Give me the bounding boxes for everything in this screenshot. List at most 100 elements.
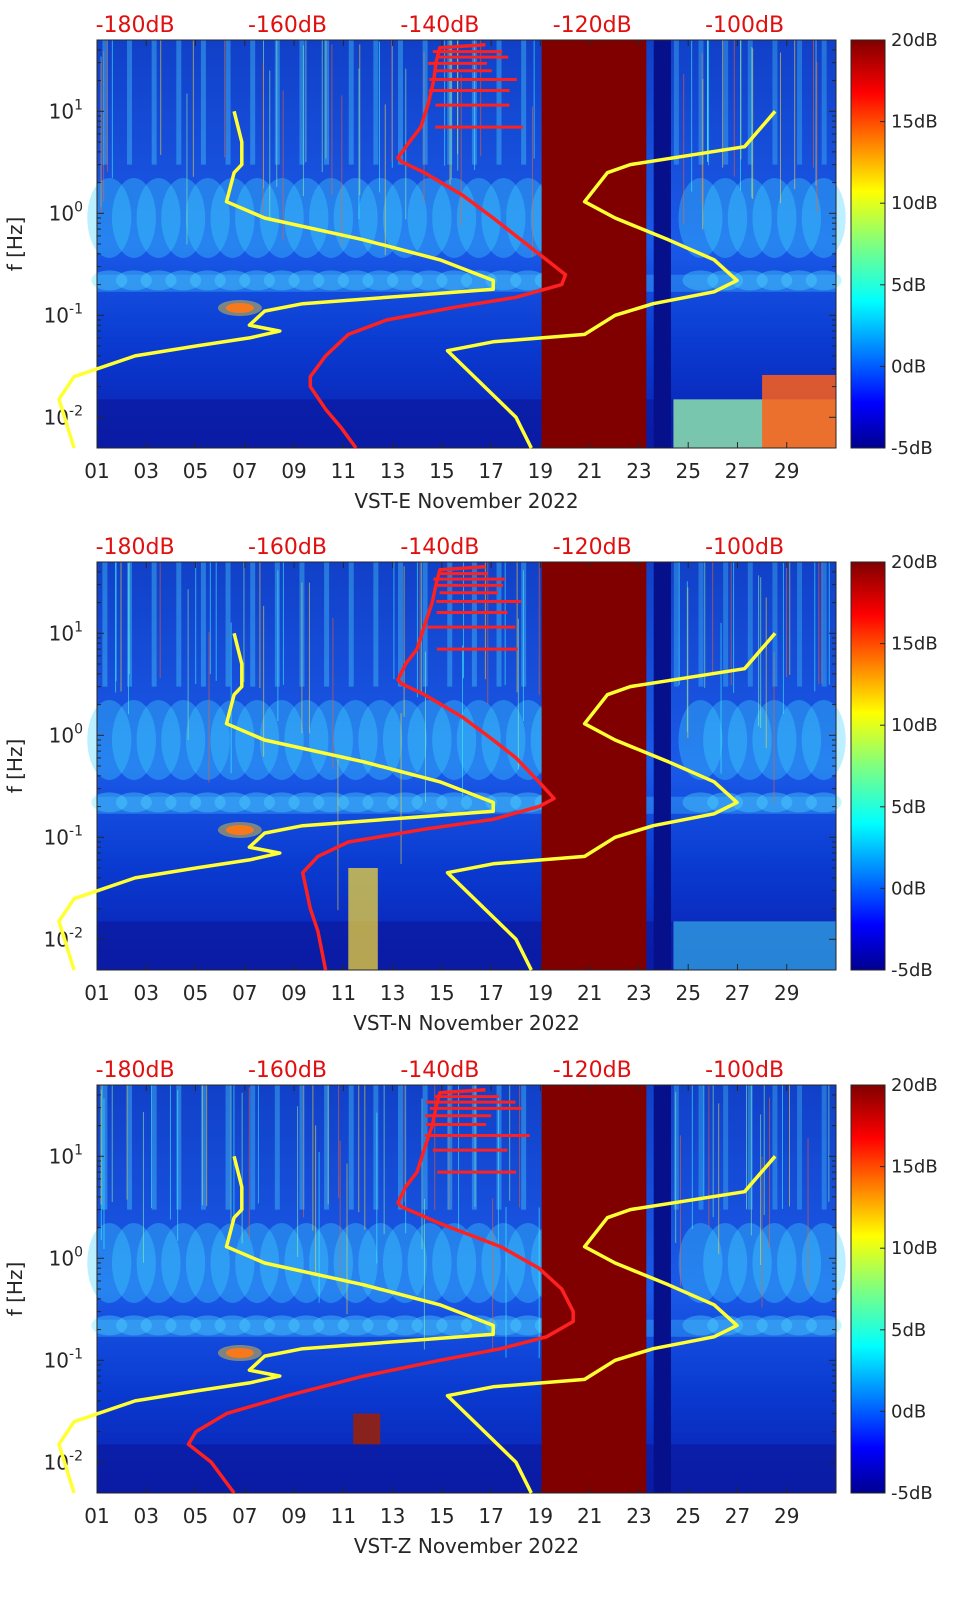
colorbar-tick-label: 5dB (891, 797, 926, 818)
top-axis-db-label: -140dB (400, 1058, 479, 1083)
colorbar (850, 39, 886, 449)
top-axis-db-label: -140dB (400, 13, 479, 38)
x-tick-label: 03 (134, 981, 159, 1005)
noise-blob (288, 792, 325, 813)
daily-streak (127, 1085, 133, 1210)
daily-streak (673, 562, 679, 687)
x-tick-label: 11 (331, 981, 356, 1005)
daily-streak (176, 40, 182, 165)
noise-blob (288, 1315, 325, 1336)
top-axis-db-label: -120dB (553, 535, 632, 560)
colorbar-tick-label: 0dB (891, 878, 926, 899)
noise-blob (210, 177, 255, 258)
daily-streak (447, 40, 453, 165)
noise-blob (407, 1222, 452, 1303)
x-tick-label: 09 (281, 981, 306, 1005)
colorbar-tick-label: 15dB (891, 634, 938, 655)
lowfreq-event (353, 1413, 381, 1445)
noise-blob (235, 1222, 280, 1303)
x-tick-label: 19 (528, 1504, 553, 1528)
colorbar-tick-label: 20dB (891, 552, 938, 573)
noise-blob (333, 177, 378, 258)
x-tick-label: 15 (429, 1504, 454, 1528)
x-tick-label: 21 (577, 1504, 602, 1528)
noise-blob (210, 1222, 255, 1303)
noise-blob (161, 699, 206, 780)
daily-streak (747, 40, 753, 165)
daily-streak (521, 562, 527, 687)
late-month-lowfreq (673, 921, 836, 970)
noise-blob (313, 792, 350, 813)
noise-blob (214, 270, 251, 291)
top-axis-db-label: -180dB (96, 13, 175, 38)
y-axis-label: f [Hz] (3, 1262, 27, 1317)
x-tick-label: 05 (183, 1504, 208, 1528)
noise-blob (140, 1315, 177, 1336)
top-axis-db-label: -160dB (248, 1058, 327, 1083)
daily-streak (274, 562, 280, 687)
noise-blob (140, 792, 177, 813)
y-tick-label: 100 (49, 199, 83, 225)
noise-blob (115, 270, 152, 291)
x-tick-label: 29 (774, 1504, 799, 1528)
daily-streak (200, 40, 206, 165)
x-tick-label: 03 (134, 1504, 159, 1528)
x-tick-label: 27 (725, 981, 750, 1005)
colorbar-tick-label: 20dB (891, 1075, 938, 1096)
y-tick-label: 10-1 (44, 301, 83, 327)
noise-blob (678, 177, 723, 258)
daily-streak (673, 1085, 679, 1210)
noise-blob (707, 270, 744, 291)
noise-blob (235, 699, 280, 780)
top-axis-db-label: -100dB (705, 1058, 784, 1083)
y-tick-label: 101 (49, 1142, 83, 1168)
noise-blob (185, 177, 230, 258)
daily-streak (348, 562, 354, 687)
noise-blob (91, 792, 128, 813)
x-tick-label: 05 (183, 981, 208, 1005)
noise-blob (284, 1222, 329, 1303)
spectrogram-background (97, 40, 836, 448)
microseism-band (97, 274, 836, 292)
daily-streak (225, 1085, 231, 1210)
noise-blob (239, 270, 276, 291)
hot-spot-halo (217, 821, 262, 838)
lowfreq-event (348, 868, 378, 970)
noise-blob (801, 699, 846, 780)
x-tick-label: 23 (626, 459, 651, 483)
noise-blob (239, 1315, 276, 1336)
noise-blob (386, 270, 423, 291)
noise-blob (189, 270, 226, 291)
noise-blob (337, 270, 374, 291)
noise-blob (411, 1315, 448, 1336)
noise-model-curve-yellow (445, 632, 777, 971)
daily-streak (151, 40, 157, 165)
noise-blob (707, 1315, 744, 1336)
x-tick-label: 17 (478, 1504, 503, 1528)
noise-blob (239, 792, 276, 813)
daily-streak (373, 1085, 379, 1210)
daily-streak (471, 1085, 477, 1210)
colorbar-tick-label: 0dB (891, 1401, 926, 1422)
top-axis-db-label: -100dB (705, 535, 784, 560)
daily-streak (225, 40, 231, 165)
y-axis-label: f [Hz] (3, 217, 27, 272)
noise-blob (801, 177, 846, 258)
noise-blob (805, 792, 842, 813)
daily-streak (373, 40, 379, 165)
daily-streak (698, 1085, 704, 1210)
noise-blob (313, 270, 350, 291)
noise-blob (777, 177, 822, 258)
daily-streak (521, 1085, 527, 1210)
noise-blob (510, 1315, 547, 1336)
daily-streak (797, 1085, 803, 1210)
top-axis-db-label: -160dB (248, 535, 327, 560)
daily-streak (299, 562, 305, 687)
psd-curve-red (186, 1087, 575, 1495)
daily-streak (151, 1085, 157, 1210)
noise-blob (235, 177, 280, 258)
y-axis-label: f [Hz] (3, 739, 27, 794)
daily-streak (274, 40, 280, 165)
daily-streak (127, 40, 133, 165)
noise-blob (214, 792, 251, 813)
